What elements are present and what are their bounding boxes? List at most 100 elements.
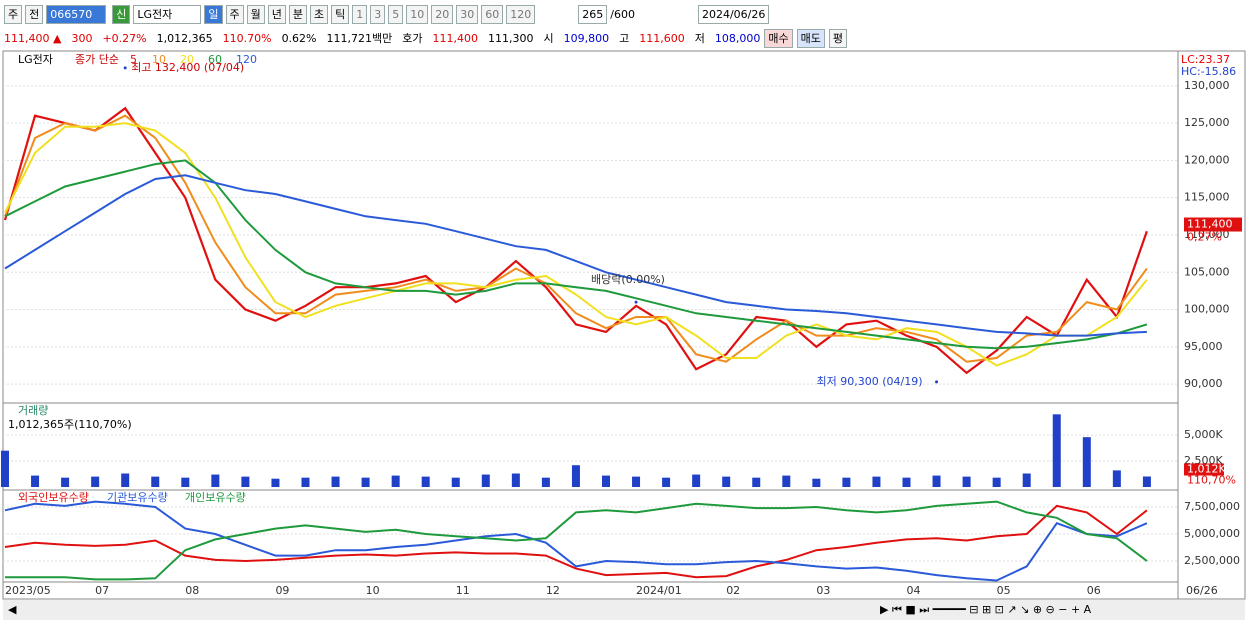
volume-bar — [571, 465, 580, 487]
series-line — [4, 114, 1148, 363]
chart-title: LG전자 — [18, 53, 53, 66]
legend-entry: 120 — [236, 53, 257, 66]
period[interactable]: 일 — [204, 4, 223, 24]
volume-bar — [752, 477, 761, 487]
volume-tag — [1184, 463, 1224, 476]
interval[interactable]: 1 — [352, 4, 368, 24]
volume-bar — [902, 477, 911, 487]
last-change: 0,27% — [1187, 231, 1222, 244]
volume-bar — [662, 477, 671, 487]
series-line — [4, 504, 1148, 579]
volume-bar — [962, 476, 971, 487]
volume-bar — [271, 478, 280, 487]
volume-bar — [481, 474, 490, 487]
volume-bar — [301, 477, 310, 487]
volume-bar — [421, 476, 430, 487]
market[interactable]: 주 — [4, 4, 23, 24]
order-button[interactable]: 매수 — [764, 28, 793, 48]
quote-item: 시 — [543, 32, 554, 45]
volume-bar — [842, 477, 851, 487]
quote-item: 111,400 — [432, 31, 479, 45]
count[interactable]: 265 — [578, 4, 608, 24]
period[interactable]: 년 — [267, 4, 286, 24]
annotation: 최고 132,400 (07/04) — [131, 61, 244, 74]
flag[interactable]: 신 — [112, 4, 131, 24]
series-line — [5, 500, 1148, 581]
x-tick-label: 02 — [726, 584, 740, 597]
y-tick-label: 2,500,000 — [1184, 554, 1240, 567]
x-tick-label: 12 — [546, 584, 560, 597]
scroll-controls[interactable]: ▶ ⏮ ■ ⏭ ━━━━━ ⊟ ⊞ ⊡ ↗ ↘ ⊕ ⊖ − + A — [880, 603, 1092, 616]
x-tick-label: 10 — [366, 584, 380, 597]
period[interactable]: 주 — [225, 4, 244, 24]
volume-bar — [151, 476, 160, 487]
quote-item: 호가 — [402, 32, 423, 45]
volume-bar — [211, 474, 220, 487]
order-button[interactable]: 평 — [828, 28, 847, 48]
quote-item: 109,800 — [563, 31, 610, 45]
period[interactable]: 분 — [288, 4, 307, 24]
quote-item: 111,721백만 — [326, 32, 393, 45]
annotation: 배당락(0.00%) — [591, 273, 665, 286]
period[interactable]: 월 — [246, 4, 265, 24]
y-tick-label: 130,000 — [1184, 79, 1230, 92]
volume-bar — [121, 473, 130, 487]
interval[interactable]: 20 — [431, 4, 454, 24]
x-tick-label: 05 — [997, 584, 1011, 597]
scrollbar[interactable] — [3, 600, 1245, 620]
volume-bar — [722, 476, 731, 487]
code[interactable]: 066570 — [46, 4, 107, 24]
volume-bar — [361, 477, 370, 487]
volume-bar — [1112, 470, 1121, 487]
volume-bar — [1082, 437, 1091, 487]
volume-bar — [1142, 476, 1151, 487]
scroll-left[interactable]: ◀ — [8, 603, 17, 616]
interval[interactable]: 5 — [388, 4, 404, 24]
volume-bar — [451, 477, 460, 487]
volume-bar — [241, 476, 250, 487]
legend-label: 종가 단순 — [75, 53, 119, 66]
x-tick-label: 11 — [456, 584, 470, 597]
volume-bar — [181, 477, 190, 487]
interval[interactable]: 3 — [370, 4, 386, 24]
volume-bar — [632, 476, 641, 487]
lc: LC:23.37 — [1181, 53, 1230, 66]
volume-pct: 110,70% — [1187, 473, 1236, 486]
quote-item: 고 — [619, 32, 630, 45]
interval[interactable]: 120 — [506, 4, 536, 24]
y-tick-label: 7,500,000 — [1184, 500, 1240, 513]
x-tick-label: 03 — [816, 584, 830, 597]
max: /600 — [610, 7, 635, 21]
volume-bar — [812, 478, 821, 487]
volume-bar — [511, 473, 520, 487]
name[interactable]: LG전자 — [133, 4, 202, 24]
order-button[interactable]: 매도 — [796, 28, 825, 48]
interval[interactable]: 60 — [481, 4, 504, 24]
series-line — [4, 159, 1148, 350]
x-tick-label: 07 — [95, 584, 109, 597]
series-line — [4, 174, 1147, 337]
quote-item: 111,400 ▲ — [4, 31, 62, 45]
interval[interactable]: 30 — [456, 4, 479, 24]
y-tick-label: 120,000 — [1184, 153, 1230, 166]
quote-item: +0.27% — [102, 31, 147, 45]
volume-bar — [61, 477, 70, 487]
last-price-tag — [1184, 217, 1242, 232]
toolbar: 주 전 066570 신 LG전자 일 주 월 년 분 초 틱 1 3 5 10 20 30 60 120 265/60… — [4, 4, 770, 24]
legend-entry: 20 — [180, 53, 194, 66]
quote-item: 111,300 — [488, 31, 534, 45]
period[interactable]: 초 — [310, 4, 329, 24]
date[interactable]: 2024/06/26 — [697, 4, 770, 24]
end-label: 06/26 — [1186, 584, 1218, 597]
y-tick-label: 100,000 — [1184, 303, 1230, 316]
legend-entry: 60 — [208, 53, 222, 66]
period[interactable]: 틱 — [331, 4, 350, 24]
volume-bar — [541, 477, 550, 487]
x-tick-label: 2024/01 — [636, 584, 682, 597]
annotation-point — [935, 380, 939, 384]
interval[interactable]: 10 — [406, 4, 429, 24]
x-tick-label: 2023/05 — [5, 584, 51, 597]
prev[interactable]: 전 — [25, 4, 44, 24]
